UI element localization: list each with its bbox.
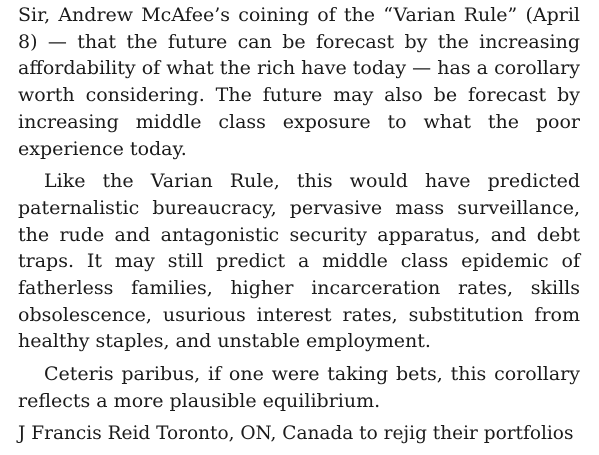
signature-line: J Francis Reid Toronto, ON, Canada to re… — [18, 422, 574, 444]
paragraph-1: Sir, Andrew McAfee’s coining of the “Var… — [18, 4, 580, 160]
paragraph-3: Ceteris paribus, if one were taking bets… — [18, 363, 580, 412]
paragraph-2: Like the Varian Rule, this would have pr… — [18, 170, 580, 353]
letter-body: Sir, Andrew McAfee’s coining of the “Var… — [18, 2, 580, 447]
